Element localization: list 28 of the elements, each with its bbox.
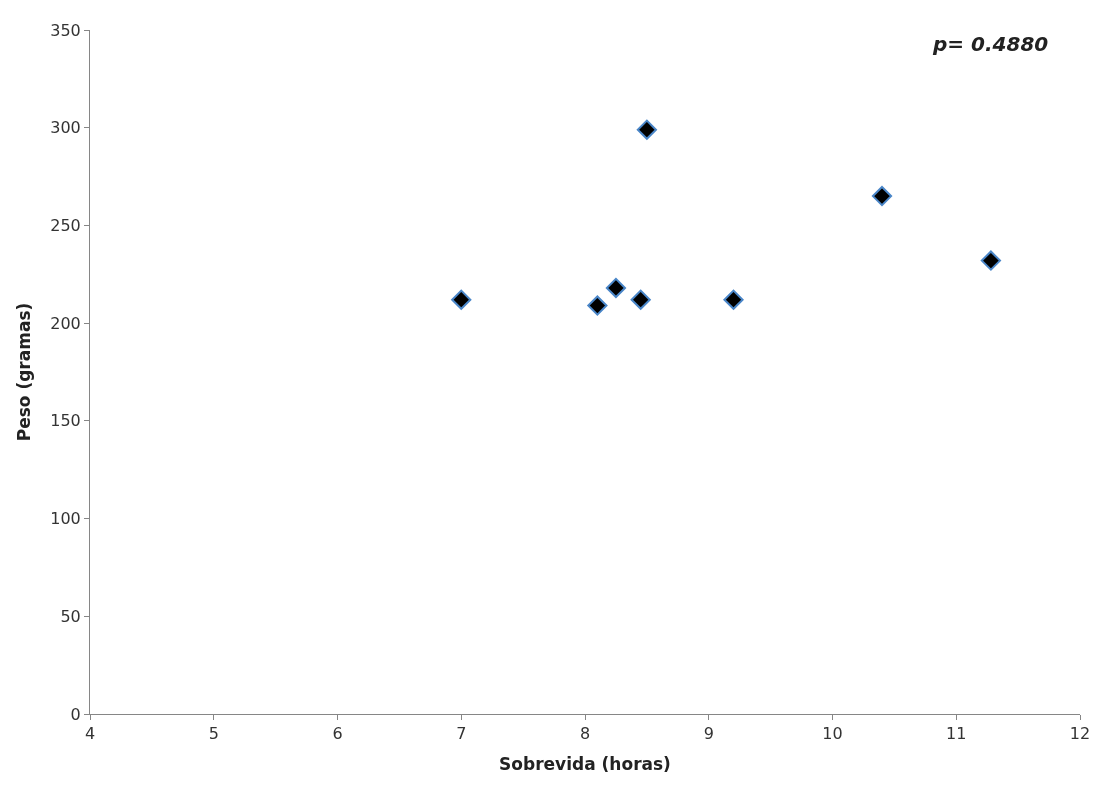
point bbox=[451, 289, 472, 310]
y-tick-label: 350 bbox=[50, 20, 81, 40]
x-tick-label: 9 bbox=[703, 724, 714, 744]
y-tick-label: 150 bbox=[50, 411, 81, 431]
point bbox=[871, 186, 893, 207]
x-tick-label: 11 bbox=[946, 724, 967, 744]
point bbox=[980, 250, 1001, 271]
y-axis-title: Peso (gramas) bbox=[13, 302, 34, 442]
x-tick-label: 7 bbox=[456, 724, 467, 744]
x-tick-label: 8 bbox=[579, 724, 591, 744]
y-tick-label: 300 bbox=[50, 118, 81, 138]
x-tick-label: 12 bbox=[1069, 724, 1091, 744]
point bbox=[587, 295, 608, 316]
y-tick-label: 0 bbox=[70, 704, 81, 724]
point bbox=[630, 289, 651, 310]
y-tick-label: 200 bbox=[50, 313, 81, 333]
x-tick-label: 6 bbox=[332, 724, 343, 744]
x-tick-label: 10 bbox=[822, 724, 843, 744]
x-tick-label: 4 bbox=[84, 724, 96, 744]
y-tick-label: 100 bbox=[50, 509, 81, 529]
y-tick-label: 50 bbox=[60, 606, 81, 626]
point bbox=[723, 289, 744, 310]
x-axis-title: Sobrevida (horas) bbox=[499, 753, 671, 774]
x-tick-label: 5 bbox=[208, 724, 219, 744]
point bbox=[636, 119, 657, 140]
annotation: p= 0.4880 bbox=[932, 32, 1049, 56]
y-tick-label: 250 bbox=[50, 216, 81, 236]
point bbox=[605, 277, 627, 299]
